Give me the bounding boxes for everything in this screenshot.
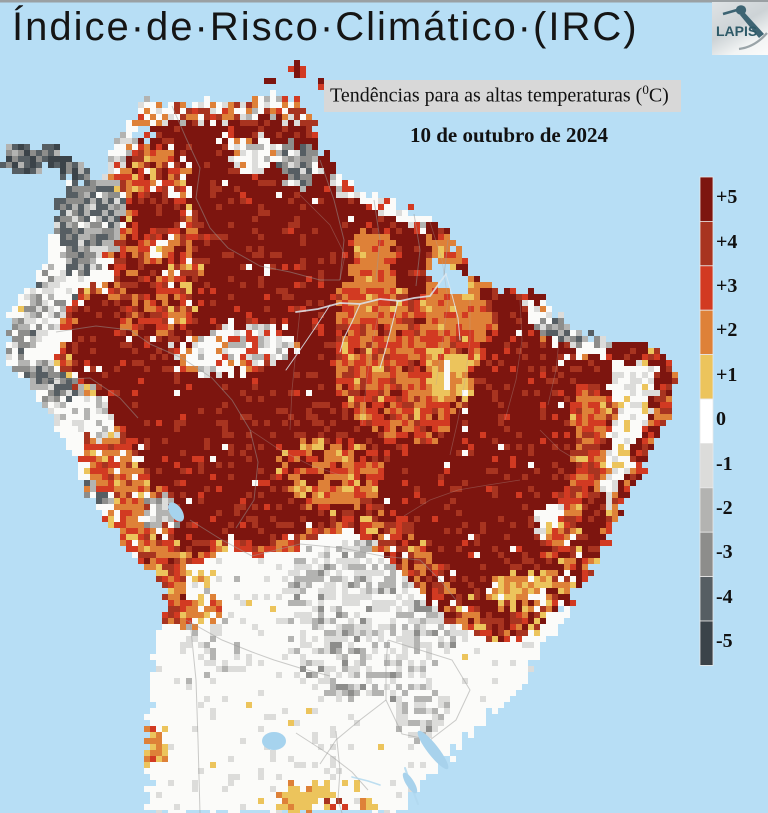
svg-text:LAPIS: LAPIS: [716, 23, 757, 39]
